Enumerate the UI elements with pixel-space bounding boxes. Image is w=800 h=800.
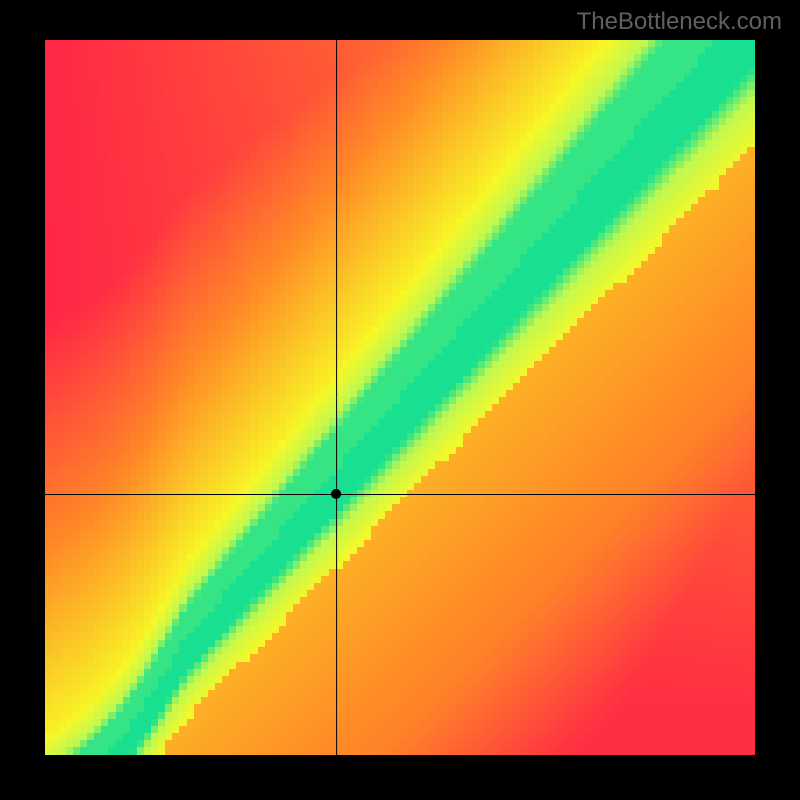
- chart-container: TheBottleneck.com: [0, 0, 800, 800]
- watermark-text: TheBottleneck.com: [577, 8, 782, 36]
- heatmap-plot: [45, 40, 755, 755]
- heatmap-canvas: [45, 40, 755, 755]
